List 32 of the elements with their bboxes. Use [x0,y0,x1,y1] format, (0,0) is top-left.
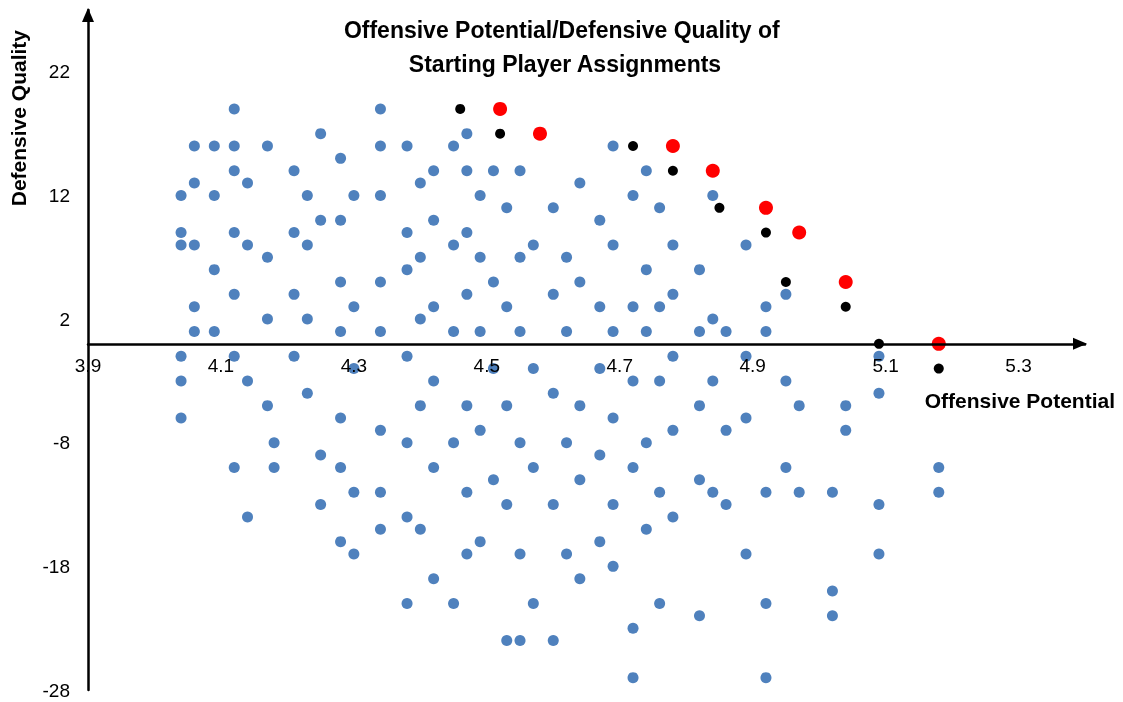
point [760,227,771,238]
point [493,101,508,116]
x-tick-label: 4.5 [473,354,501,376]
point [840,301,851,312]
point [532,126,547,141]
x-axis-title: Offensive Potential [924,388,1116,412]
point [628,141,639,151]
point [714,202,725,213]
point [792,225,807,240]
x-tick-label: 4.9 [739,354,766,376]
point [758,200,773,215]
point [705,163,720,178]
y-tick-label: 12 [48,184,70,206]
y-axis-title: Defensive Quality [7,29,30,207]
point [780,277,791,287]
point [838,275,853,289]
y-tick-label: -18 [42,555,70,577]
point [667,165,678,176]
x-tick-label: 4.7 [606,354,633,376]
y-tick-label: 22 [48,61,70,83]
x-tick-label: 5.3 [1005,354,1032,376]
y-tick-label: 2 [59,308,70,330]
y-tick-label: -8 [53,432,70,454]
x-tick-label: 4.3 [340,354,368,376]
point [495,128,506,139]
x-tick-label: 4.1 [207,354,235,376]
point [933,363,944,374]
x-tick-label: 5.1 [872,354,899,376]
point [455,103,466,114]
text: Offensive Potential/Defensive Quality of Starting Player Assignments [343,17,787,77]
point [665,139,680,153]
y-tick-label: -28 [42,679,70,701]
